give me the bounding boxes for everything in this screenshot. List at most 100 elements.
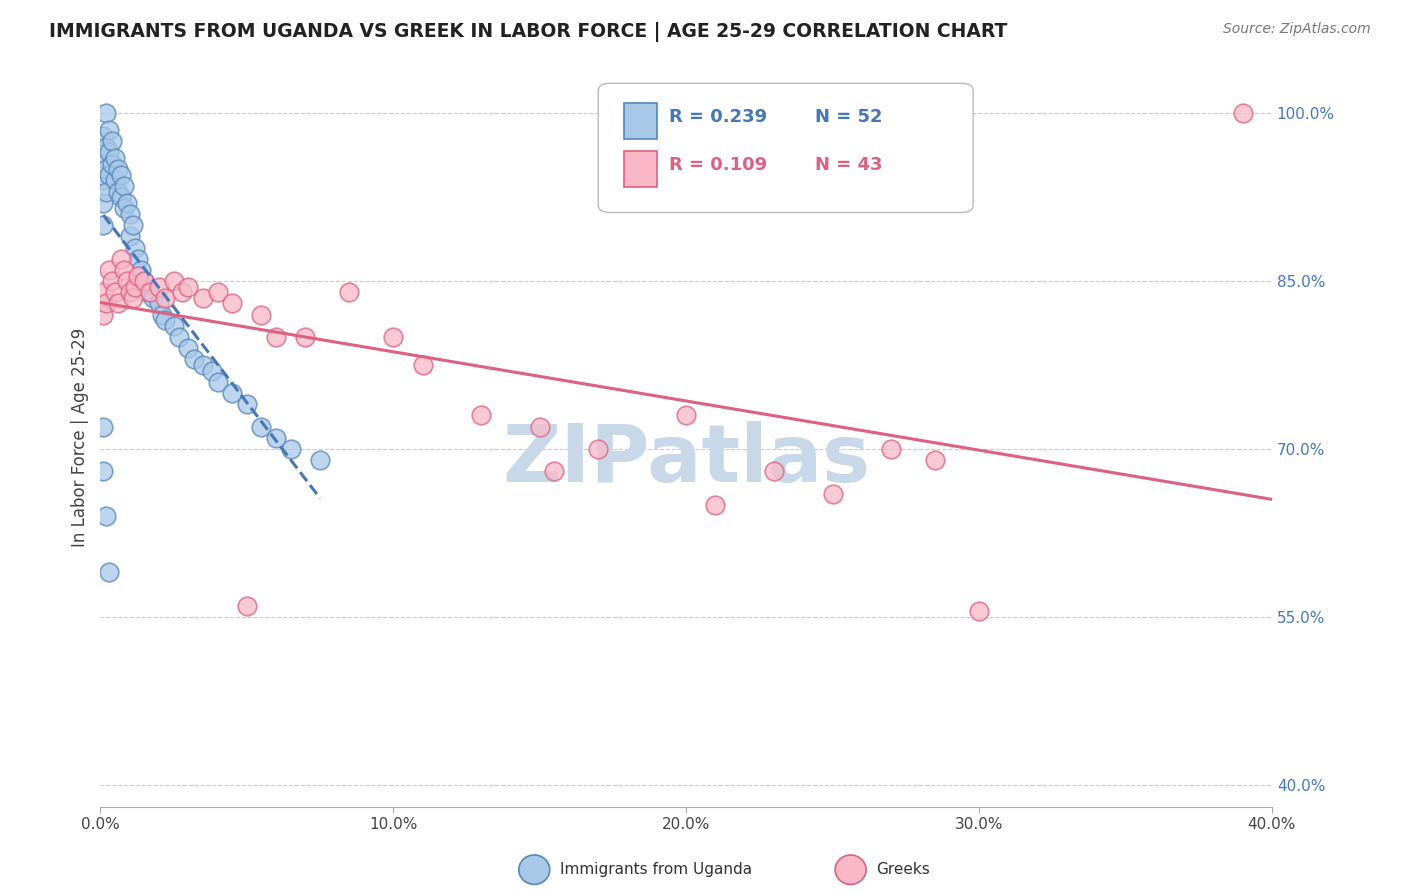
Point: [153, 291, 176, 305]
Point: [121, 291, 143, 305]
Point: [91, 464, 114, 478]
Point: [127, 252, 149, 266]
FancyBboxPatch shape: [599, 83, 973, 212]
Point: [91, 308, 114, 322]
Point: [588, 442, 610, 456]
Point: [107, 185, 129, 199]
Point: [183, 352, 205, 367]
Text: Source: ZipAtlas.com: Source: ZipAtlas.com: [1223, 22, 1371, 37]
Point: [107, 162, 129, 177]
Point: [221, 386, 243, 401]
FancyBboxPatch shape: [624, 152, 657, 186]
Point: [294, 330, 316, 344]
Point: [112, 263, 135, 277]
Text: Immigrants from Uganda: Immigrants from Uganda: [560, 863, 752, 877]
Point: [96, 185, 118, 199]
Point: [250, 308, 273, 322]
Point: [91, 128, 114, 143]
Point: [207, 285, 229, 300]
Point: [101, 274, 124, 288]
Point: [191, 358, 214, 372]
Point: [704, 498, 727, 512]
Point: [91, 173, 114, 187]
Point: [124, 279, 146, 293]
FancyBboxPatch shape: [624, 103, 657, 138]
Point: [172, 285, 194, 300]
Point: [529, 419, 551, 434]
Point: [115, 274, 138, 288]
Point: [118, 229, 141, 244]
Point: [250, 419, 273, 434]
Point: [115, 195, 138, 210]
Point: [98, 145, 121, 160]
Point: [201, 363, 224, 377]
Point: [412, 358, 434, 372]
Point: [309, 453, 332, 467]
Point: [110, 252, 132, 266]
Point: [107, 296, 129, 310]
Point: [821, 486, 844, 500]
Point: [280, 442, 302, 456]
Point: [142, 291, 165, 305]
Point: [118, 285, 141, 300]
Point: [470, 409, 492, 423]
Point: [148, 279, 170, 293]
Point: [98, 263, 121, 277]
Point: [150, 308, 173, 322]
Point: [236, 397, 259, 411]
Point: [131, 263, 153, 277]
Point: [101, 134, 124, 148]
Point: [136, 285, 159, 300]
Point: [162, 274, 184, 288]
Point: [98, 123, 121, 137]
Point: [134, 274, 156, 288]
Y-axis label: In Labor Force | Age 25-29: In Labor Force | Age 25-29: [72, 328, 89, 548]
Point: [112, 179, 135, 194]
Point: [96, 296, 118, 310]
Point: [236, 599, 259, 613]
Text: Greeks: Greeks: [876, 863, 929, 877]
Point: [148, 296, 170, 310]
Text: ZIPatlas: ZIPatlas: [502, 421, 870, 499]
Point: [91, 419, 114, 434]
Point: [177, 279, 200, 293]
Point: [118, 207, 141, 221]
Point: [191, 291, 214, 305]
Point: [110, 190, 132, 204]
Point: [134, 274, 156, 288]
Point: [543, 464, 565, 478]
Point: [91, 195, 114, 210]
Point: [96, 162, 118, 177]
Point: [91, 218, 114, 232]
Text: R = 0.109: R = 0.109: [668, 155, 766, 174]
Point: [169, 330, 191, 344]
Point: [880, 442, 903, 456]
Point: [207, 375, 229, 389]
Point: [124, 241, 146, 255]
Point: [112, 202, 135, 216]
Text: N = 52: N = 52: [815, 108, 883, 126]
Point: [96, 509, 118, 524]
Point: [139, 285, 162, 300]
Text: IMMIGRANTS FROM UGANDA VS GREEK IN LABOR FORCE | AGE 25-29 CORRELATION CHART: IMMIGRANTS FROM UGANDA VS GREEK IN LABOR…: [49, 22, 1008, 42]
Point: [96, 106, 118, 120]
Point: [91, 151, 114, 165]
Point: [153, 313, 176, 327]
Point: [98, 565, 121, 579]
Point: [221, 296, 243, 310]
Point: [162, 318, 184, 333]
Point: [264, 431, 287, 445]
Point: [104, 151, 127, 165]
Point: [98, 168, 121, 182]
Point: [762, 464, 785, 478]
Point: [1232, 106, 1254, 120]
Point: [104, 285, 127, 300]
Text: N = 43: N = 43: [815, 155, 883, 174]
Point: [91, 285, 114, 300]
Point: [96, 140, 118, 154]
Point: [101, 156, 124, 170]
Point: [675, 409, 697, 423]
Text: R = 0.239: R = 0.239: [668, 108, 766, 126]
Point: [177, 341, 200, 355]
Point: [264, 330, 287, 344]
